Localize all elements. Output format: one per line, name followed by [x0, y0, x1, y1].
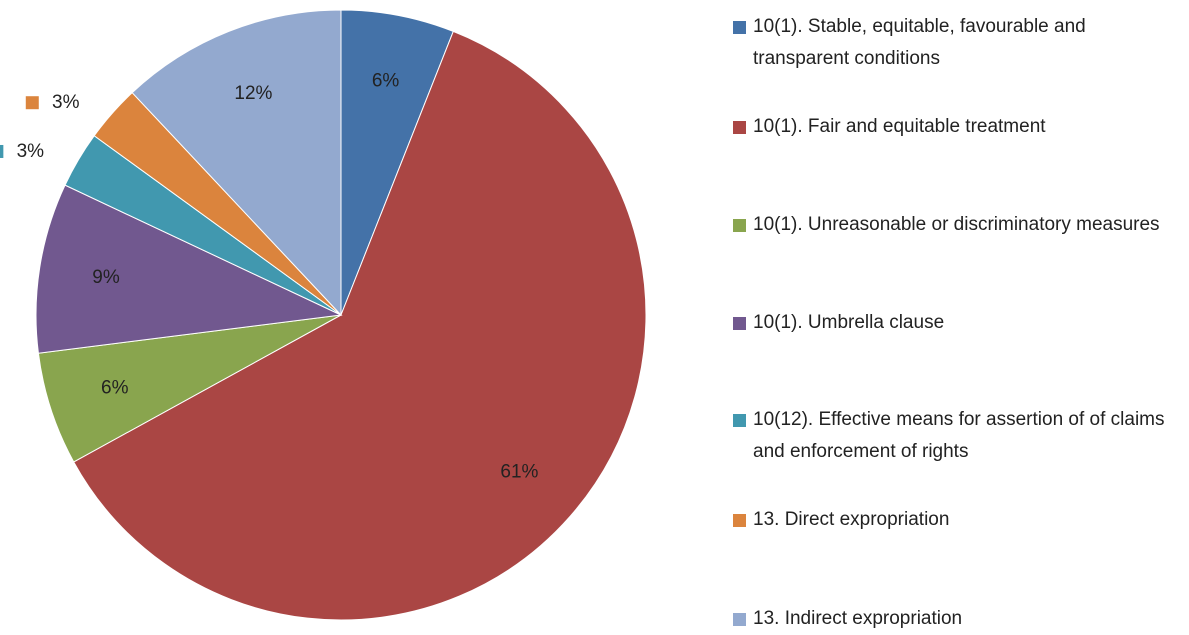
legend-swatch — [733, 219, 746, 232]
legend-item: 10(1). Umbrella clause — [733, 307, 1185, 339]
pie-slice — [35, 184, 343, 354]
chart: 6% 61% 6% 9% 3% 3% 12% — [0, 9, 647, 621]
pie-slice — [131, 9, 342, 317]
legend-item: 10(1). Unreasonable or discriminatory me… — [733, 209, 1185, 241]
legend-item: 10(12). Effective means for assertion of… — [733, 404, 1185, 468]
data-label: 3% — [52, 92, 80, 113]
legend-label: 10(1). Fair and equitable treatment — [753, 116, 1046, 137]
legend-item: 10(1). Fair and equitable treatment — [733, 111, 1185, 143]
legend-label: 10(1). Umbrella clause — [753, 312, 945, 333]
legend-item: 13. Indirect expropriation — [733, 603, 1185, 635]
label-swatch — [0, 144, 4, 158]
legend-swatch — [733, 414, 746, 427]
legend-label: 10(1). Stable, equitable, favourable and… — [753, 16, 1086, 69]
pie-slice — [73, 30, 647, 621]
legend-label: 10(1). Unreasonable or discriminatory me… — [753, 214, 1160, 235]
data-label: 12% — [234, 83, 272, 104]
data-label: 3% — [17, 141, 45, 162]
data-label: 61% — [500, 461, 538, 482]
legend-label: 13. Direct expropriation — [753, 509, 950, 530]
legend-swatch — [733, 514, 746, 527]
legend-swatch — [733, 21, 746, 34]
data-label: 6% — [101, 378, 129, 399]
legend-label: 13. Indirect expropriation — [753, 608, 963, 629]
legend-swatch — [733, 317, 746, 330]
legend-item: 10(1). Stable, equitable, favourable and… — [733, 11, 1185, 75]
legend-item: 13. Direct expropriation — [733, 504, 1185, 536]
legend-swatch — [733, 121, 746, 134]
data-label: 6% — [372, 70, 400, 91]
data-label: 9% — [92, 267, 120, 288]
label-swatch — [25, 96, 39, 110]
legend-swatch — [733, 613, 746, 626]
legend-label: 10(12). Effective means for assertion of… — [753, 409, 1165, 462]
